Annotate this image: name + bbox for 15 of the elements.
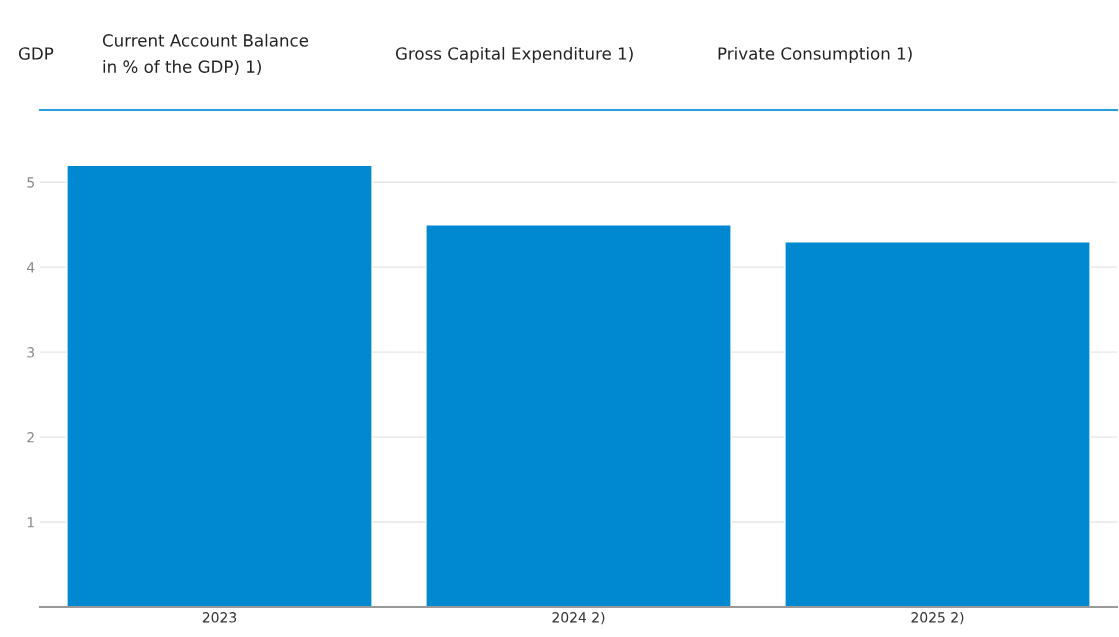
bar	[425, 223, 732, 607]
x-tick-label: 2023	[202, 612, 237, 623]
y-tick-label: 2	[27, 432, 34, 443]
y-tick-label: 3	[27, 347, 35, 358]
text: Current Account Balance in % of the GDP) 1)	[102, 33, 309, 75]
text: Gross Capital Expenditure 1)	[395, 46, 633, 64]
bar	[784, 240, 1091, 607]
bar	[66, 164, 373, 607]
text: Private Consumption 1)	[718, 46, 912, 64]
text: GDP	[18, 47, 54, 60]
y-tick-label: 5	[27, 177, 34, 188]
x-tick-label: 2024 2)	[552, 611, 605, 625]
x-tick-label: 2025 2)	[911, 611, 964, 625]
y-tick-label: 1	[27, 517, 34, 528]
y-tick-label: 4	[26, 262, 35, 273]
